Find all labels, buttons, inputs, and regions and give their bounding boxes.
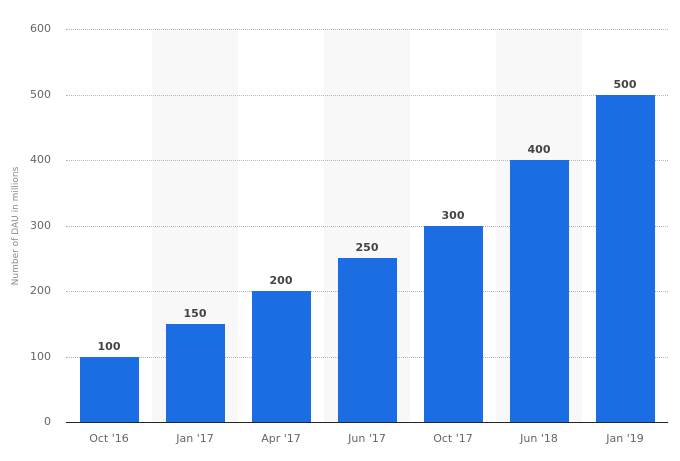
data-label: 100 bbox=[97, 339, 121, 353]
data-label: 250 bbox=[355, 241, 379, 255]
y-tick-label: 300 bbox=[30, 218, 51, 232]
x-tick-label: Apr '17 bbox=[261, 432, 301, 445]
data-label: 400 bbox=[527, 143, 551, 156]
x-tick-label: Oct '16 bbox=[89, 432, 129, 445]
y-tick-label: 0 bbox=[44, 415, 51, 428]
y-tick-label: 500 bbox=[30, 87, 51, 101]
data-label: 300 bbox=[441, 208, 465, 222]
y-tick-label: 100 bbox=[30, 349, 51, 363]
y-tick-label: 200 bbox=[30, 284, 51, 297]
y-tick-label: 400 bbox=[30, 153, 51, 166]
data-label: 500 bbox=[613, 77, 637, 91]
bar[interactable] bbox=[79, 356, 139, 422]
gridline bbox=[66, 94, 668, 96]
x-tick-label: Oct '17 bbox=[433, 432, 473, 445]
bar[interactable] bbox=[595, 94, 655, 422]
gridline bbox=[66, 160, 668, 161]
bar[interactable] bbox=[423, 225, 483, 422]
gridline bbox=[66, 29, 668, 30]
x-tick-label: Jan '17 bbox=[176, 432, 214, 445]
x-tick-label: Jun '17 bbox=[348, 432, 386, 445]
bar[interactable] bbox=[251, 291, 311, 422]
y-tick-label: 600 bbox=[30, 22, 51, 35]
x-axis-line bbox=[66, 422, 668, 423]
data-label: 200 bbox=[269, 274, 293, 287]
bar[interactable] bbox=[509, 160, 569, 422]
x-tick-label: Jan '19 bbox=[606, 432, 644, 445]
gridline bbox=[66, 225, 668, 227]
data-label: 150 bbox=[183, 306, 207, 320]
bar[interactable] bbox=[337, 258, 397, 422]
bar[interactable] bbox=[165, 323, 225, 422]
x-tick-label: Jun '18 bbox=[520, 432, 558, 445]
